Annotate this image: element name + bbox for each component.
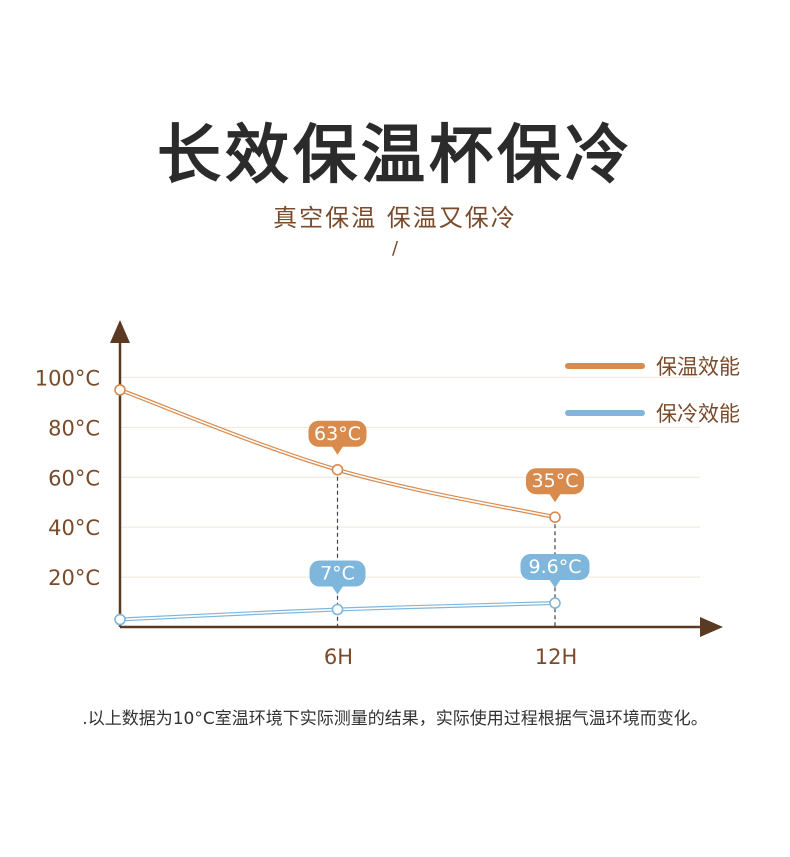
page-subtitle: 真空保温 保温又保冷 <box>273 204 517 232</box>
y-tick-label: 40°C <box>48 516 100 540</box>
y-tick-label: 60°C <box>48 466 100 490</box>
y-tick-label: 100°C <box>35 366 100 390</box>
callout: 7°C <box>309 560 366 595</box>
callout: 35°C <box>526 468 584 503</box>
page-title: 长效保温杯保冷 <box>157 119 633 193</box>
legend-label-1: 保冷效能 <box>656 402 740 426</box>
data-point <box>331 603 344 616</box>
legend-label-0: 保温效能 <box>656 355 740 379</box>
x-axis-arrow <box>700 617 723 637</box>
x-tick-label: 12H <box>535 645 578 669</box>
subtitle-mark: / <box>391 238 399 259</box>
callout-label: 9.6°C <box>529 556 582 578</box>
callout-pointer <box>331 585 344 595</box>
callout-label: 7°C <box>320 563 355 585</box>
callout: 9.6°C <box>520 554 590 589</box>
data-point <box>549 597 561 609</box>
data-point <box>331 463 344 476</box>
y-axis-arrow <box>110 320 130 343</box>
callout-bubble <box>309 560 366 587</box>
y-tick-label: 20°C <box>48 566 100 590</box>
callout-pointer <box>549 493 561 503</box>
x-tick-label: 6H <box>324 645 353 669</box>
callout-pointer <box>331 445 344 455</box>
callout-label: 35°C <box>532 470 579 492</box>
callout-bubble <box>520 554 590 581</box>
y-tick-label: 80°C <box>48 416 100 440</box>
footnote: .以上数据为10°C室温环境下实际测量的结果，实际使用过程根据气温环境而变化。 <box>82 709 708 729</box>
callout-label: 63°C <box>314 423 361 445</box>
data-point <box>114 613 126 626</box>
callout: 63°C <box>308 420 367 455</box>
callout-bubble <box>308 420 367 447</box>
data-point <box>114 384 126 396</box>
callout-bubble <box>526 468 584 495</box>
callout-pointer <box>549 579 561 589</box>
data-point <box>549 511 561 523</box>
